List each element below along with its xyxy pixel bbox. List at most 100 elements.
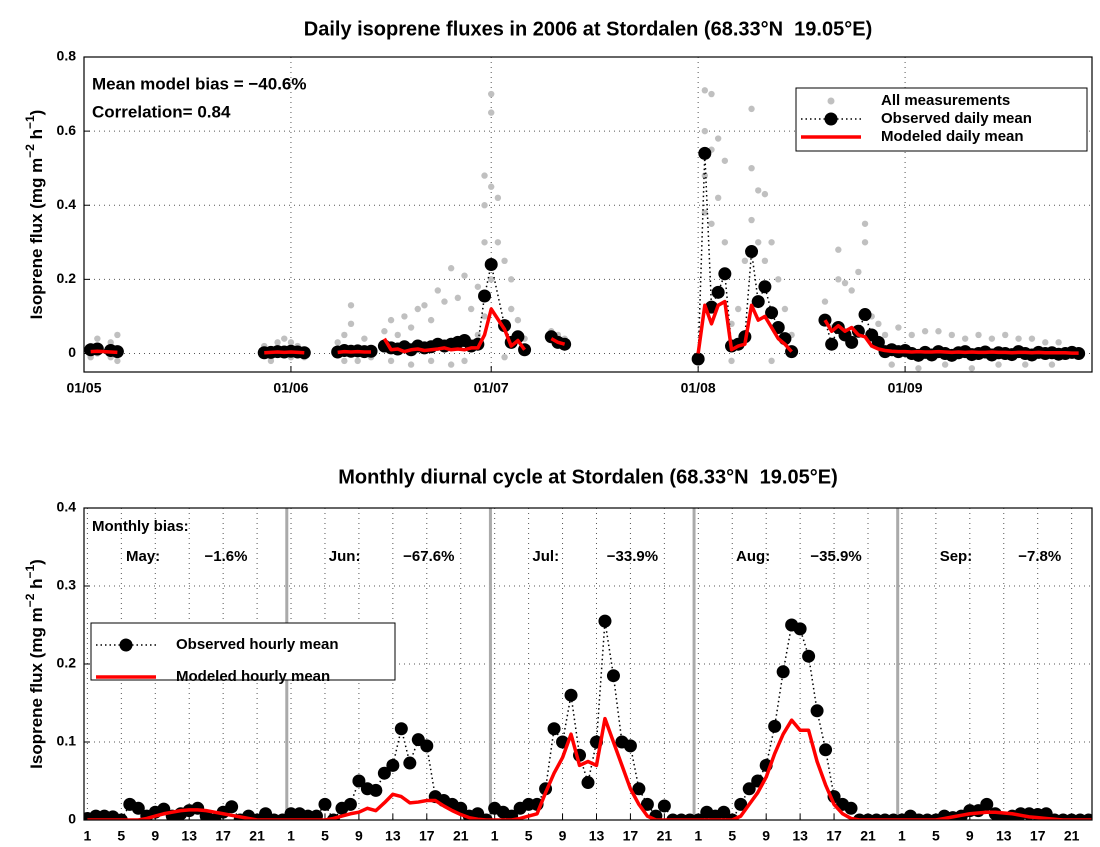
observed-marker [606,669,620,683]
measurement-point [447,361,455,368]
observed-marker [742,782,756,796]
measurement-point [748,105,755,113]
measurement-point [768,239,775,246]
observed-marker [751,295,765,309]
x-tick-label: 5 [932,828,940,844]
month-bias: −7.8% [1018,548,1061,565]
measurement-point [841,279,849,287]
y-axis-label: Isoprene flux (mg m−2 h−1) [23,559,46,769]
observed-marker [394,722,408,736]
measurement-point [761,190,769,198]
measurement-point [414,305,421,313]
month-bias: −35.9% [810,548,861,565]
observed-marker [691,352,705,366]
measurement-point [481,172,488,179]
observed-marker [632,782,646,796]
measurement-point [447,265,455,272]
y-tick-label: 0.8 [57,48,77,64]
measurement-point [481,239,488,246]
x-tick-label: 13 [385,828,401,844]
x-tick-label: 5 [728,828,736,844]
observed-marker [297,346,311,360]
observed-marker [623,739,637,753]
measurement-point [721,239,729,246]
measurement-point [915,365,922,372]
measurement-point [888,361,895,368]
measurement-point [454,294,462,302]
observed-marker [343,797,357,811]
observed-marker [793,622,807,636]
x-tick-label: 1 [287,828,295,844]
x-tick-label: 1 [83,828,91,844]
plot-frame [83,56,1093,373]
measurement-point [835,276,842,283]
measurement-point [394,331,401,339]
observed-marker [377,766,391,780]
x-tick-label: 1 [694,828,702,844]
observed-marker [711,285,725,299]
measurement-point [107,339,114,346]
x-tick-label: 9 [355,828,363,844]
observed-marker [90,342,104,356]
measurement-point [748,164,755,172]
x-tick-label: 01/07 [474,380,509,396]
y-axis-label-part: h [27,579,46,594]
measurement-point [728,320,735,328]
measurement-point [488,276,495,283]
observed-marker [810,704,824,718]
month-bias: −33.9% [607,548,658,565]
measurement-point [114,331,121,339]
chart-title: Monthly diurnal cycle at Stordalen (68.3… [338,466,837,488]
measurement-point [755,187,762,194]
observed-marker [768,719,782,733]
month-name: Jun: [329,548,361,565]
modeled-line [90,299,1079,355]
measurement-point [361,335,368,342]
measurement-point [708,90,715,98]
measurement-point [267,357,275,365]
observed-marker [403,756,417,770]
measurement-point [488,90,495,98]
observed-marker [758,280,772,294]
measurement-point [775,276,782,283]
measurement-point [781,305,789,313]
measurement-point [1022,361,1029,368]
y-axis-label: Isoprene flux (mg m−2 h−1) [23,110,46,320]
observed-marker [718,267,732,281]
observed-marker [369,783,383,797]
measurement-point [861,220,869,227]
measurement-point [921,328,929,335]
measurement-point [401,313,408,320]
observed-marker [717,805,731,819]
measurement-point [995,361,1002,368]
y-tick-label: 0.1 [57,733,77,749]
y-axis-label-part: ) [27,110,46,116]
measurement-point [514,316,522,324]
y-axis-label-part: −1 [23,115,37,129]
measurement-point [748,216,755,224]
measurement-point [855,268,862,276]
measurement-point [387,357,395,365]
legend-marker [827,97,835,105]
observed-marker [225,800,239,814]
observed-marker [776,665,790,679]
measurement-point [407,324,415,331]
measurement-point [941,361,949,368]
monthly-bias-title: Monthly bias: [92,518,189,535]
y-tick-label: 0 [68,811,76,827]
observed-marker [845,335,859,349]
y-tick-label: 0.2 [57,270,77,286]
x-tick-label: 1 [491,828,499,844]
observed-marker [581,776,595,790]
x-tick-label: 13 [181,828,197,844]
measurement-point [728,357,735,365]
x-tick-label: 13 [996,828,1012,844]
x-tick-label: 1 [898,828,906,844]
observed-marker [802,649,816,663]
observed-marker [698,146,712,160]
annotation: Mean model bias = −40.6% [92,74,306,93]
observed-marker [980,797,994,811]
measurement-point [1048,361,1056,368]
observed-marker [505,809,519,820]
